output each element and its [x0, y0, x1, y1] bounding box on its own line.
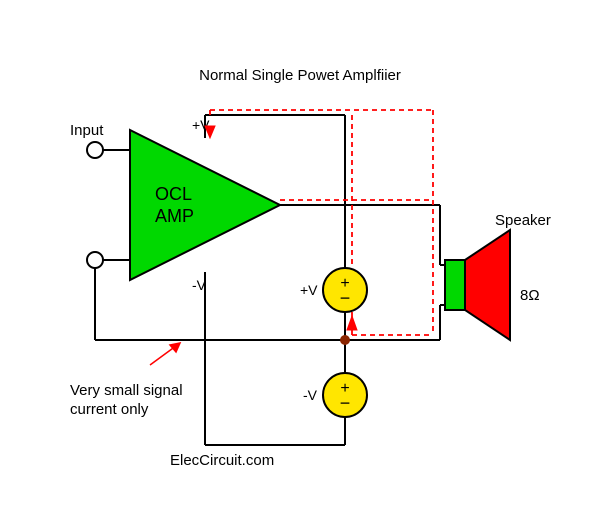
input-terminal [87, 142, 103, 158]
ground-terminal [87, 252, 103, 268]
amp-label-line1: OCL [155, 184, 192, 204]
diagram-title: Normal Single Powet Amplfiier [199, 67, 401, 84]
svg-text:−: − [340, 393, 351, 413]
note-line2: current only [70, 401, 149, 418]
input-label: Input [70, 122, 104, 139]
circuit-diagram: Normal Single Powet Amplfiier [0, 0, 600, 511]
speaker-icon [445, 230, 510, 340]
amp-label-line2: AMP [155, 206, 194, 226]
svg-text:−: − [340, 288, 351, 308]
footer-label: ElecCircuit.com [170, 452, 274, 469]
source-positive: + − [323, 268, 367, 312]
note-arrow [150, 343, 180, 365]
source-neg-label: -V [303, 387, 318, 403]
ocl-amp [130, 130, 280, 280]
impedance-label: 8Ω [520, 287, 540, 304]
source-pos-label: +V [300, 282, 318, 298]
speaker-label: Speaker [495, 212, 551, 229]
amp-minusv-label: -V [192, 277, 207, 293]
note-line1: Very small signal [70, 382, 183, 399]
source-negative: + − [323, 373, 367, 417]
node-dot [340, 335, 350, 345]
